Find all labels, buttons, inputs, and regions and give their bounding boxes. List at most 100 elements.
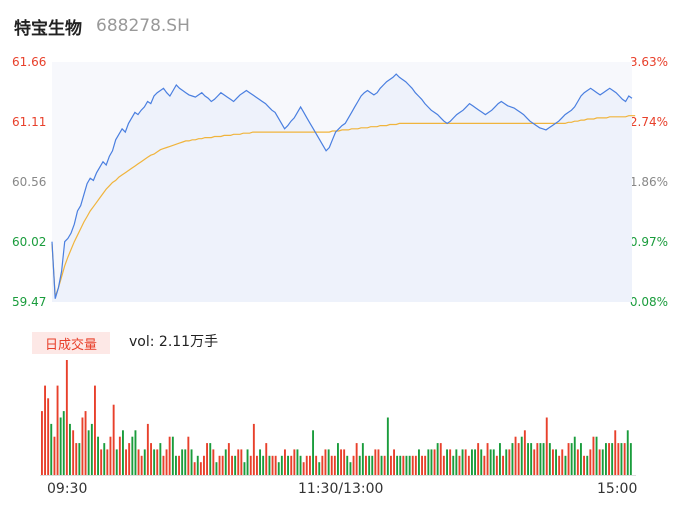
volume-bar — [505, 449, 508, 475]
volume-bar — [262, 455, 265, 475]
volume-bar — [65, 360, 68, 475]
volume-bar — [405, 455, 408, 475]
volume-bar — [626, 430, 629, 475]
volume-bar — [159, 443, 162, 475]
volume-bar — [109, 436, 112, 475]
volume-bar — [75, 443, 78, 475]
volume-bar — [315, 455, 318, 475]
volume-bar — [558, 455, 561, 475]
volume-bar — [150, 443, 152, 475]
volume-bar — [290, 455, 293, 475]
volume-bar — [156, 449, 159, 475]
volume-bar — [324, 449, 327, 475]
volume-bar — [280, 455, 283, 475]
volume-bar — [414, 455, 417, 475]
volume-bar — [215, 462, 218, 475]
volume-bar — [567, 443, 570, 475]
volume-bar — [467, 455, 470, 475]
volume-bar — [100, 449, 103, 475]
volume-bar — [196, 455, 199, 475]
volume-bar — [165, 449, 168, 475]
volume-bar — [249, 455, 252, 475]
volume-bar — [570, 443, 573, 475]
volume-bar — [623, 443, 626, 475]
volume-bar — [318, 462, 321, 475]
volume-bar — [489, 449, 492, 475]
volume-bar — [118, 436, 121, 475]
volume-bar — [97, 436, 99, 475]
volume-bar — [446, 449, 448, 475]
x-tick-open: 09:30 — [47, 481, 88, 497]
volume-bar — [327, 449, 330, 475]
volume-bar — [305, 455, 308, 475]
volume-bar — [580, 443, 582, 475]
volume-bar — [533, 449, 536, 475]
volume-bar — [471, 449, 473, 475]
volume-bar — [53, 436, 56, 475]
volume-bar — [330, 455, 333, 475]
volume-bar — [237, 449, 240, 475]
volume-bar — [231, 455, 233, 475]
volume-bar — [218, 455, 221, 475]
volume-bar — [199, 462, 202, 475]
volume-bar — [390, 455, 392, 475]
volume-bar — [337, 443, 339, 475]
price-area — [52, 74, 632, 302]
volume-bar — [212, 449, 215, 475]
volume-bar — [333, 455, 336, 475]
volume-bar — [134, 430, 137, 475]
volume-bar — [589, 449, 592, 475]
volume-bar — [171, 436, 174, 475]
volume-bar — [312, 430, 314, 475]
volume-bar — [56, 385, 59, 475]
volume-bar — [299, 455, 302, 475]
volume-bar — [629, 443, 632, 475]
x-tick-midday: 11:30/13:00 — [298, 481, 384, 497]
volume-bar — [293, 449, 296, 475]
volume-bar — [455, 449, 458, 475]
y-right-tick: 0.97% — [629, 235, 668, 249]
volume-bar — [203, 455, 205, 475]
volume-bar — [137, 449, 140, 475]
volume-bar — [47, 398, 50, 475]
header: 特宝生物 688278.SH — [14, 12, 190, 40]
volume-bars — [40, 360, 636, 476]
volume-bar — [125, 449, 127, 475]
volume-bar — [430, 449, 433, 475]
volume-bar — [374, 449, 377, 475]
x-tick-close: 15:00 — [597, 481, 638, 497]
volume-bar — [377, 449, 380, 475]
volume-bar — [243, 462, 246, 475]
volume-bar — [542, 443, 545, 475]
volume-bar — [502, 455, 504, 475]
volume-bar — [190, 449, 193, 475]
y-left-tick: 59.47 — [12, 295, 47, 309]
volume-bar — [59, 417, 62, 475]
volume-bar — [349, 462, 352, 475]
volume-bar — [371, 455, 374, 475]
volume-bar — [240, 449, 243, 475]
volume-bar — [458, 455, 461, 475]
volume-bar — [442, 455, 445, 475]
volume-bar — [44, 385, 46, 475]
volume-bar — [178, 455, 180, 475]
volume-bar — [72, 430, 75, 475]
volume-bar — [477, 443, 480, 475]
volume-bar — [153, 449, 156, 475]
volume-bar — [511, 443, 514, 475]
y-left-tick: 61.66 — [12, 55, 47, 69]
volume-bar — [206, 443, 208, 475]
volume-bar — [265, 443, 268, 475]
volume-bar — [168, 436, 171, 475]
volume-bar — [517, 443, 520, 475]
volume-bar — [259, 449, 261, 475]
volume-bar — [87, 430, 90, 475]
volume-bar — [520, 436, 523, 475]
volume-bar — [227, 443, 230, 475]
volume-bar — [393, 449, 395, 475]
volume-bar — [617, 443, 620, 475]
volume-bar — [234, 455, 237, 475]
y-right-tick: 1.86% — [629, 175, 668, 189]
volume-bar — [140, 455, 143, 475]
